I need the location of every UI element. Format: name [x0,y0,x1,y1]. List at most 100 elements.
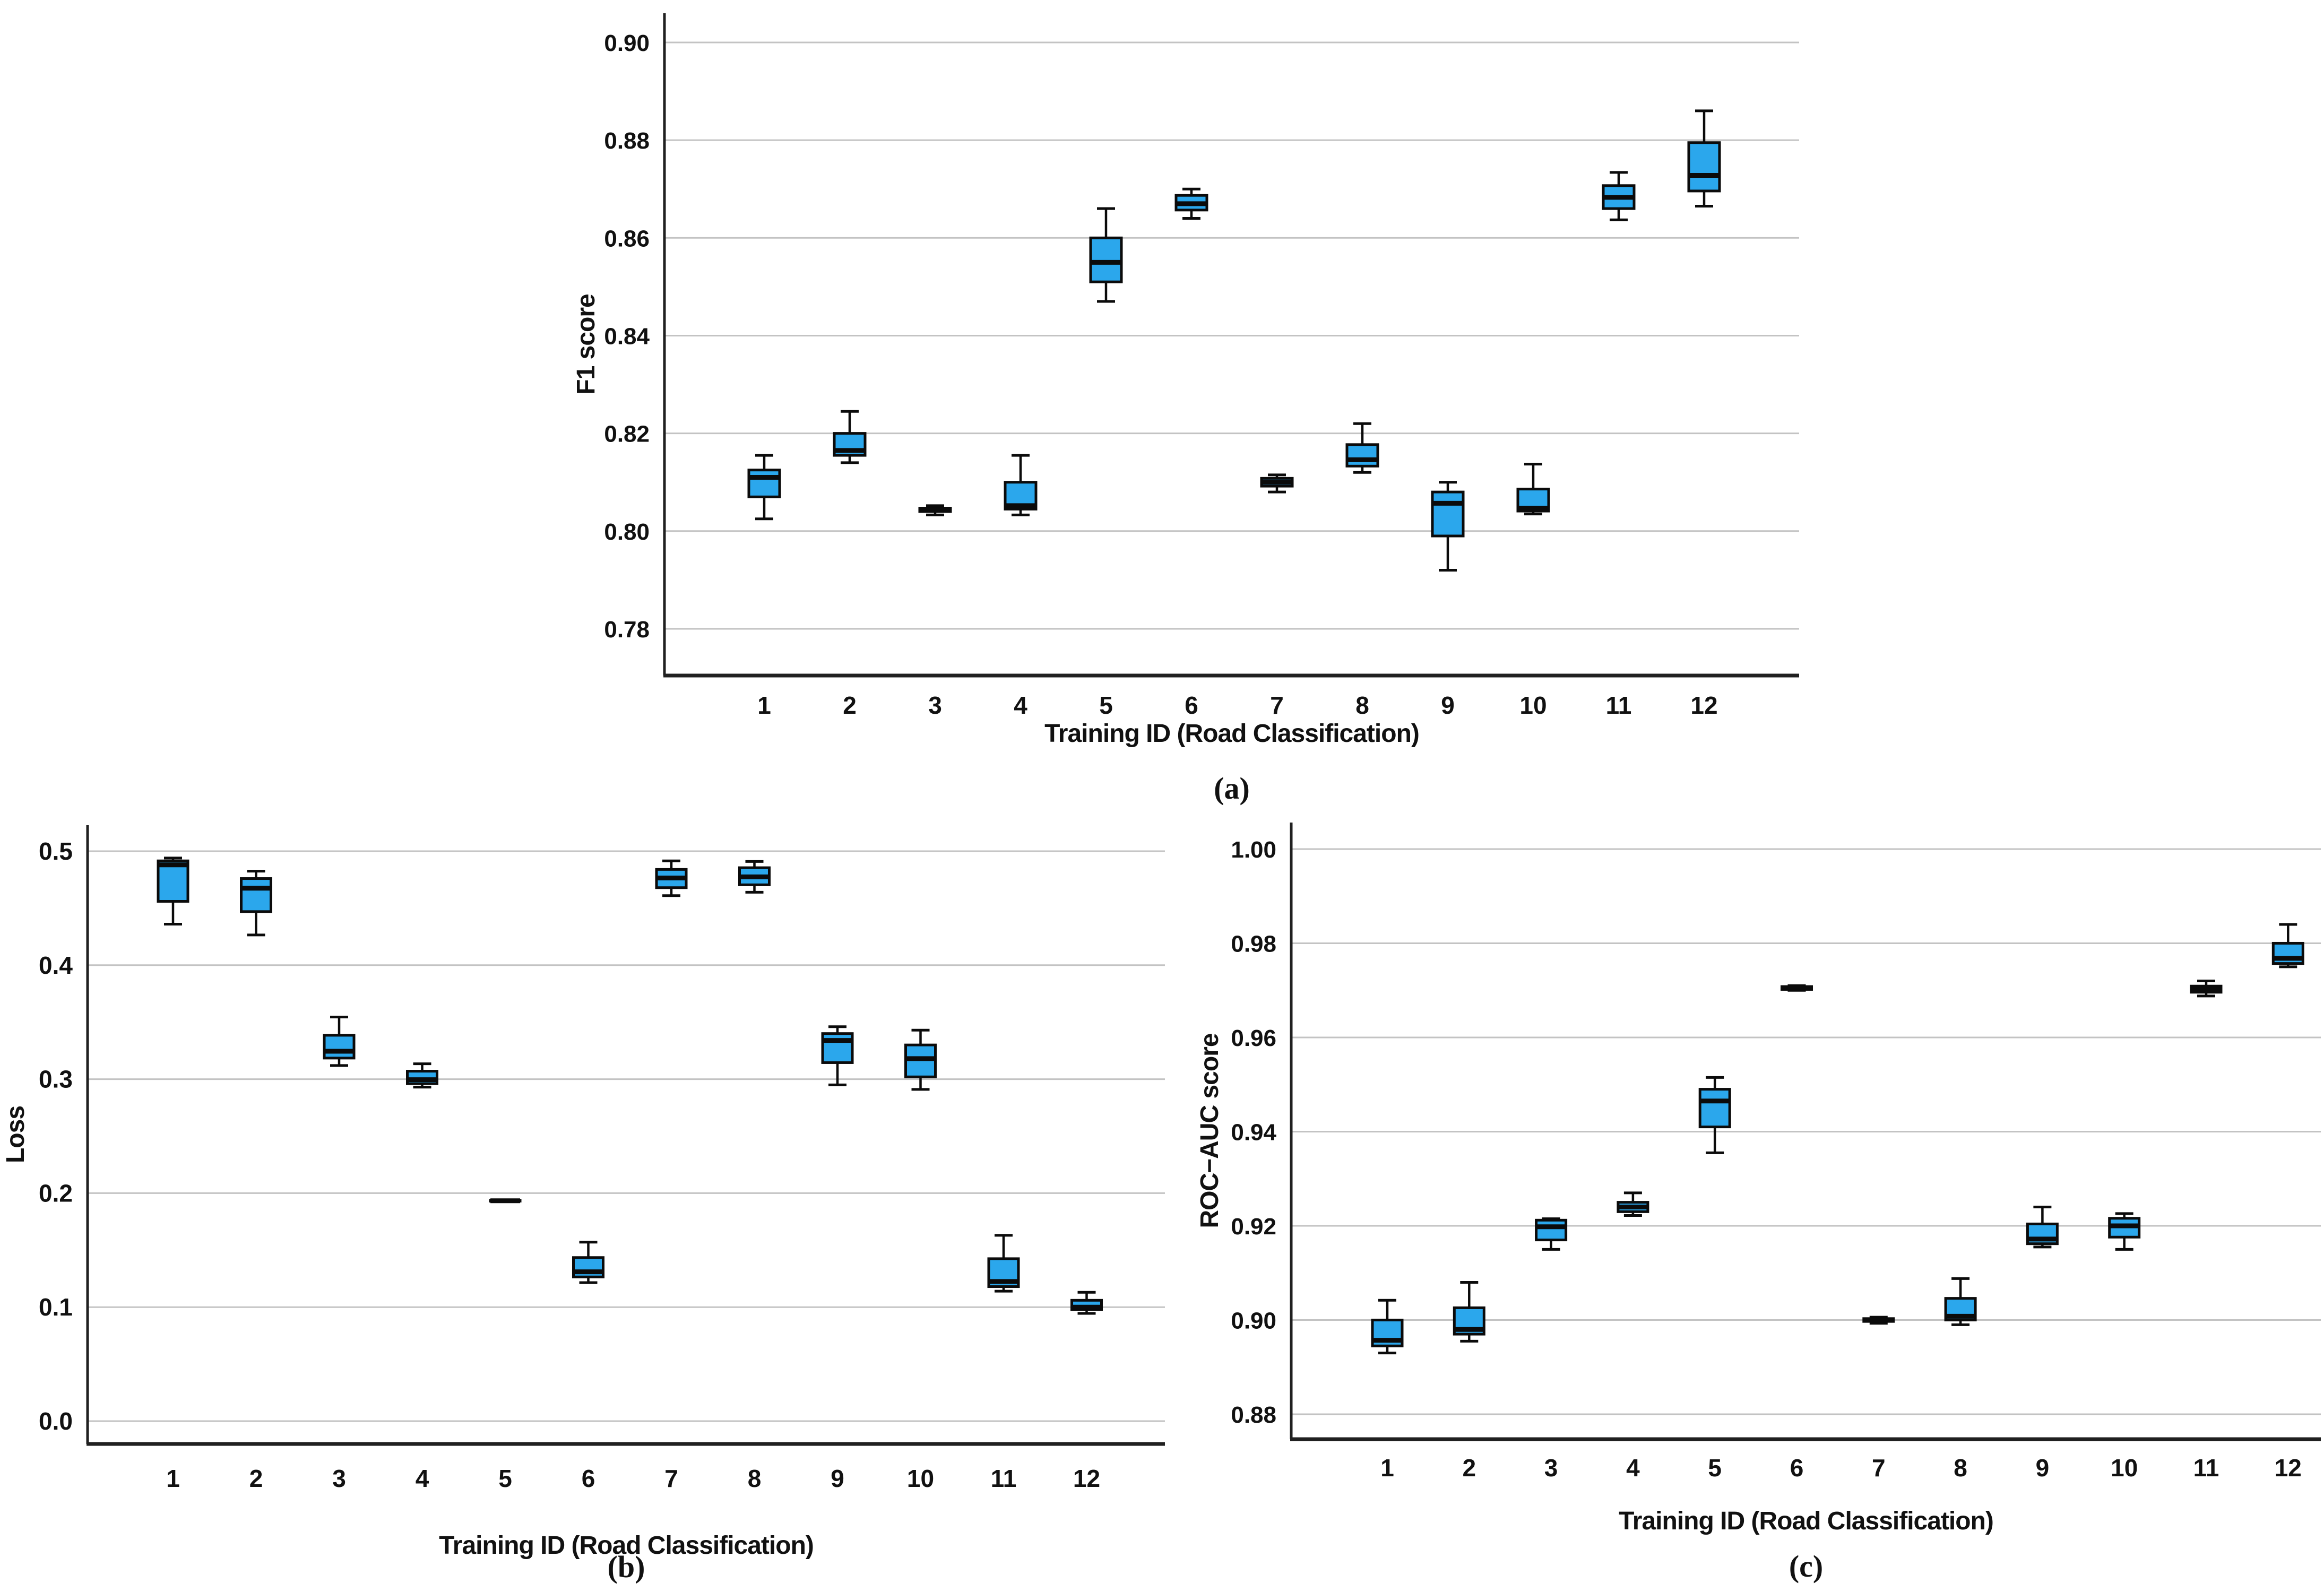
x-axis-title: Training ID (Road Classification) [1044,720,1419,748]
subplot-caption: (a) [1214,771,1250,806]
x-tick-label: 9 [831,1465,844,1492]
box-plot-8 [738,860,771,894]
box-plot-6 [1781,984,1813,992]
box-plot-12 [1687,109,1721,207]
box-plot-7 [1862,1316,1895,1325]
y-tick-label: 0.3 [39,1066,73,1093]
x-tick-label: 2 [1463,1454,1476,1482]
box-plot-3 [323,1016,356,1067]
chart-f1-score: 0.90 0.88 0.86 0.84 0.82 0.80 0.78 1 2 3 4 5 6 7 8 9 10 1… [552,0,1836,812]
box-plot-11 [2190,979,2223,998]
box-plot-5 [1698,1076,1731,1154]
subplot-caption: (b) [608,1550,645,1584]
iqr-box [1089,236,1123,283]
x-tick-label: 10 [907,1465,934,1492]
x-tick-label: 7 [1270,691,1284,719]
x-tick-label: 1 [166,1465,180,1492]
x-tick-label: 12 [2275,1454,2302,1482]
y-tick-label: 0.90 [1231,1308,1276,1334]
box-plot-4 [1004,454,1038,516]
x-tick-label: 2 [249,1465,263,1492]
box-plot-2 [833,410,867,464]
boxplot-svg-a: 0.900.880.860.840.820.800.781 2 3 4 5 6 7 8 9 10 1… [572,13,1799,806]
y-tick-label: 0.90 [604,30,650,56]
x-tick-label: 5 [1708,1454,1722,1482]
box-plot-6 [1174,187,1208,220]
x-axis-title: Training ID (Road Classification) [439,1532,814,1560]
y-tick-label: 0.4 [39,951,73,979]
x-tick-label: 6 [1185,691,1198,719]
chart-roc-auc-score: 1.00 0.98 0.96 0.94 0.92 0.90 0.88 1 2 3 4 5 6 7 8 9 10 1… [1183,812,2324,1592]
y-tick-label: 0.96 [1231,1025,1276,1051]
iqr-box [240,877,272,913]
box-plot-6 [572,1241,604,1284]
box-plot-5 [1089,207,1123,303]
box-plot-2 [1453,1280,1485,1343]
x-tick-label: 2 [843,691,857,719]
y-tick-label: 0.84 [604,323,650,349]
y-tick-label: 0.92 [1231,1214,1276,1240]
x-tick-label: 8 [748,1465,762,1492]
y-tick-label: 0.1 [39,1293,73,1321]
chart-loss: 0.5 0.4 0.3 0.2 0.1 0.0 1 2 3 4 5 6 7 8 9 10 11 12 Trainin… [0,812,1183,1592]
box-plot-9 [1431,481,1465,572]
x-tick-label: 11 [991,1465,1017,1492]
box-plot-4 [1617,1191,1649,1217]
x-tick-label: 4 [416,1465,429,1492]
box-plot-1 [747,454,781,521]
x-tick-label: 3 [332,1465,346,1492]
box-plot-2 [240,870,272,937]
y-tick-label: 0.98 [1231,931,1276,957]
x-tick-label: 8 [1355,691,1369,719]
y-axis-title: ROC−AUC score [1196,1033,1224,1228]
box-plot-11 [1602,171,1636,221]
y-tick-label: 0.80 [604,519,650,545]
iqr-box [323,1034,356,1060]
iqr-box [747,469,781,498]
y-tick-label: 0.88 [1231,1402,1276,1428]
iqr-box [1345,443,1379,468]
x-tick-label: 3 [928,691,942,719]
box-plot-12 [1070,1291,1103,1315]
y-tick-label: 0.86 [604,226,650,252]
y-tick-label: 0.82 [604,421,650,447]
x-tick-label: 7 [1872,1454,1886,1482]
x-tick-label: 11 [1606,691,1632,719]
iqr-box [1687,141,1721,193]
x-tick-label: 10 [1519,691,1547,719]
x-tick-label: 3 [1544,1454,1558,1482]
box-plot-5 [489,1198,522,1204]
box-plot-10 [1516,463,1550,516]
box-plot-9 [2026,1205,2059,1249]
y-axis-title: F1 score [572,294,600,395]
x-tick-label: 11 [2193,1454,2219,1482]
iqr-box [1431,490,1465,538]
x-tick-label: 5 [1099,691,1113,719]
box-plot-9 [821,1025,854,1086]
iqr-box [1535,1218,1568,1242]
box-plot-8 [1944,1277,1977,1326]
x-tick-label: 9 [2036,1454,2050,1482]
box-plot-8 [1345,422,1379,474]
box-plot-10 [2108,1212,2141,1251]
x-tick-label: 4 [1626,1454,1640,1482]
x-tick-label: 5 [498,1465,512,1492]
x-tick-label: 6 [582,1465,595,1492]
boxplot-svg-b: 0.50.40.30.20.10.01 2 3 4 5 6 7 8 9 10 11 12Trainin… [2,825,1165,1584]
subplot-caption: (c) [1789,1549,1823,1584]
iqr-box [157,859,189,903]
y-tick-label: 0.0 [39,1407,73,1435]
box-plot-7 [655,859,688,897]
x-tick-label: 7 [664,1465,678,1492]
y-tick-label: 0.88 [604,128,650,154]
box-plot-4 [406,1062,438,1089]
iqr-box [821,1032,854,1064]
x-tick-label: 8 [1954,1454,1967,1482]
x-tick-label: 10 [2111,1454,2138,1482]
box-plot-1 [157,856,189,925]
box-plot-7 [1260,473,1294,494]
x-tick-label: 9 [1441,691,1455,719]
y-tick-label: 0.78 [604,617,650,643]
x-tick-label: 12 [1073,1465,1100,1492]
